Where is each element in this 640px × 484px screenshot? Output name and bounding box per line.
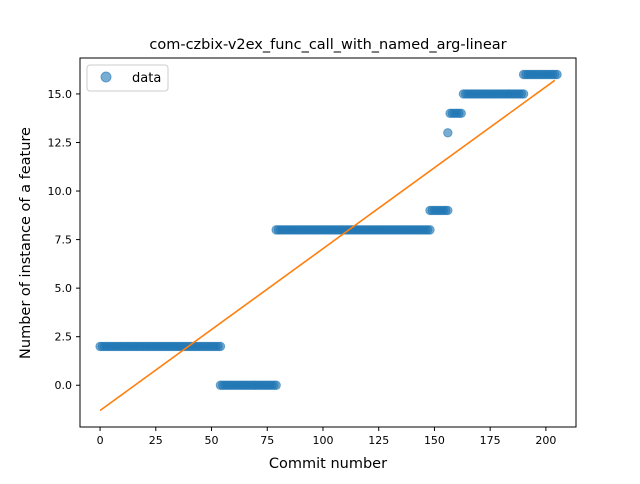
y-axis-label: Number of instance of a feature: [18, 127, 34, 359]
x-tick-label: 175: [480, 434, 501, 447]
y-axis: 0.0 2.5 5.0 7.5 10.0 12.5 15.0: [48, 88, 80, 392]
y-tick-label: 7.5: [55, 234, 73, 247]
x-tick-label: 25: [149, 434, 163, 447]
axes-frame: [79, 57, 577, 428]
legend: data: [86, 64, 169, 92]
data-point: [552, 69, 562, 80]
data-point: [443, 205, 453, 216]
plot-area: [79, 57, 577, 428]
y-tick-label: 10.0: [48, 185, 73, 198]
data-point: [456, 108, 466, 119]
y-tick-label: 0.0: [55, 379, 73, 392]
y-tick-label: 5.0: [55, 282, 73, 295]
fit-line: [99, 79, 556, 412]
y-tick-label: 12.5: [48, 136, 73, 149]
data-point: [425, 225, 435, 235]
fit-line-layer: [99, 79, 556, 412]
data-point: [271, 380, 281, 390]
x-axis-label: Commit number: [269, 456, 387, 472]
legend-marker-data: [100, 71, 112, 83]
x-tick-label: 75: [260, 434, 274, 447]
x-tick-label: 100: [312, 434, 333, 447]
data-point: [215, 341, 226, 352]
y-tick-label: 15.0: [48, 88, 73, 101]
data-point: [518, 89, 529, 99]
x-tick-label: 200: [535, 434, 556, 447]
x-tick-label: 0: [97, 434, 104, 447]
y-tick-label: 2.5: [55, 331, 73, 344]
legend-label-data: data: [132, 71, 161, 86]
x-tick-label: 150: [424, 434, 445, 447]
legend-box: [86, 64, 169, 92]
x-tick-label: 50: [205, 434, 219, 447]
x-axis: 0 25 50 75 100 125 150 175 200: [97, 427, 556, 447]
x-tick-label: 125: [368, 434, 389, 447]
chart-title: com-czbix-v2ex_func_call_with_named_arg-…: [149, 37, 506, 53]
data-point: [443, 128, 453, 138]
